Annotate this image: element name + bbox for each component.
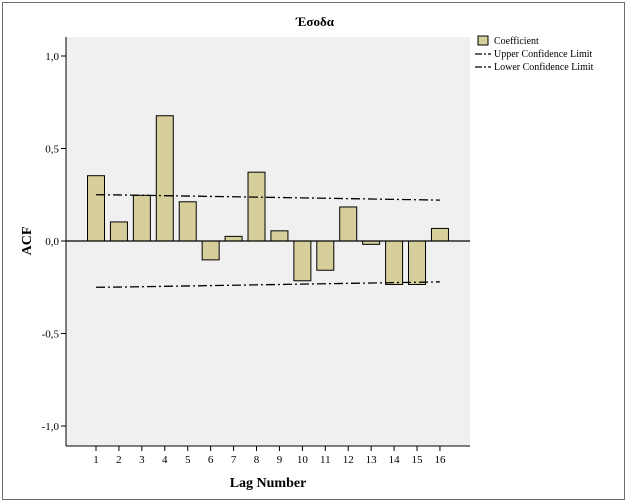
- bar-series: [66, 115, 470, 285]
- x-tick-label: 11: [320, 454, 331, 466]
- x-tick-label: 12: [343, 454, 354, 466]
- x-tick-label: 14: [389, 454, 401, 466]
- x-axis-label: Lag Number: [230, 476, 307, 491]
- x-tick-label: 15: [412, 454, 424, 466]
- x-axis: 1 2 3 4 5 6 7 8 9 10 11 12 13 14 15 16: [66, 445, 470, 466]
- bar: [316, 240, 335, 271]
- y-tick-label: -0,5: [42, 329, 60, 341]
- bar: [178, 201, 197, 242]
- lower-confidence-line: [95, 281, 440, 288]
- bar: [430, 227, 449, 242]
- x-tick-label: 4: [162, 454, 168, 466]
- bar: [155, 115, 174, 242]
- bar: [201, 240, 220, 261]
- bar: [224, 235, 243, 242]
- legend-label-coefficient: Coefficient: [494, 36, 539, 47]
- y-axis-label: ACF: [20, 227, 35, 256]
- x-tick-label: 9: [277, 454, 283, 466]
- x-tick-label: 5: [185, 454, 191, 466]
- legend-swatch-coefficient: [477, 35, 489, 46]
- bar: [87, 175, 105, 242]
- x-tick-label: 1: [93, 454, 99, 466]
- bar: [109, 221, 128, 242]
- y-tick-label: 0,0: [45, 236, 59, 248]
- x-tick-label: 3: [139, 454, 145, 466]
- legend-label-lower: Lower Confidence Limit: [494, 62, 594, 73]
- legend-label-upper: Upper Confidence Limit: [494, 49, 593, 60]
- y-tick-label: 0,5: [45, 144, 59, 156]
- chart-title: Έσοδα: [295, 14, 335, 29]
- upper-confidence-line: [95, 194, 440, 201]
- x-tick-label: 16: [434, 454, 446, 466]
- bar: [247, 171, 266, 242]
- y-tick-label: 1,0: [45, 51, 59, 63]
- confidence-lines: [95, 194, 440, 288]
- bar: [339, 206, 358, 242]
- x-tick-label: 6: [208, 454, 214, 466]
- x-tick-label: 13: [366, 454, 378, 466]
- bar: [408, 240, 427, 285]
- legend: Coefficient Upper Confidence Limit Lower…: [475, 35, 594, 73]
- x-tick-label: 10: [297, 454, 309, 466]
- x-tick-label: 7: [231, 454, 237, 466]
- bar: [293, 240, 312, 282]
- bar: [385, 240, 404, 285]
- y-tick-label: -1,0: [42, 421, 60, 433]
- y-axis: 1,0 0,5 0,0 -0,5 -1,0: [42, 37, 67, 446]
- bar: [270, 230, 289, 242]
- x-tick-label: 2: [116, 454, 122, 466]
- bar: [132, 194, 151, 242]
- x-tick-label: 8: [254, 454, 260, 466]
